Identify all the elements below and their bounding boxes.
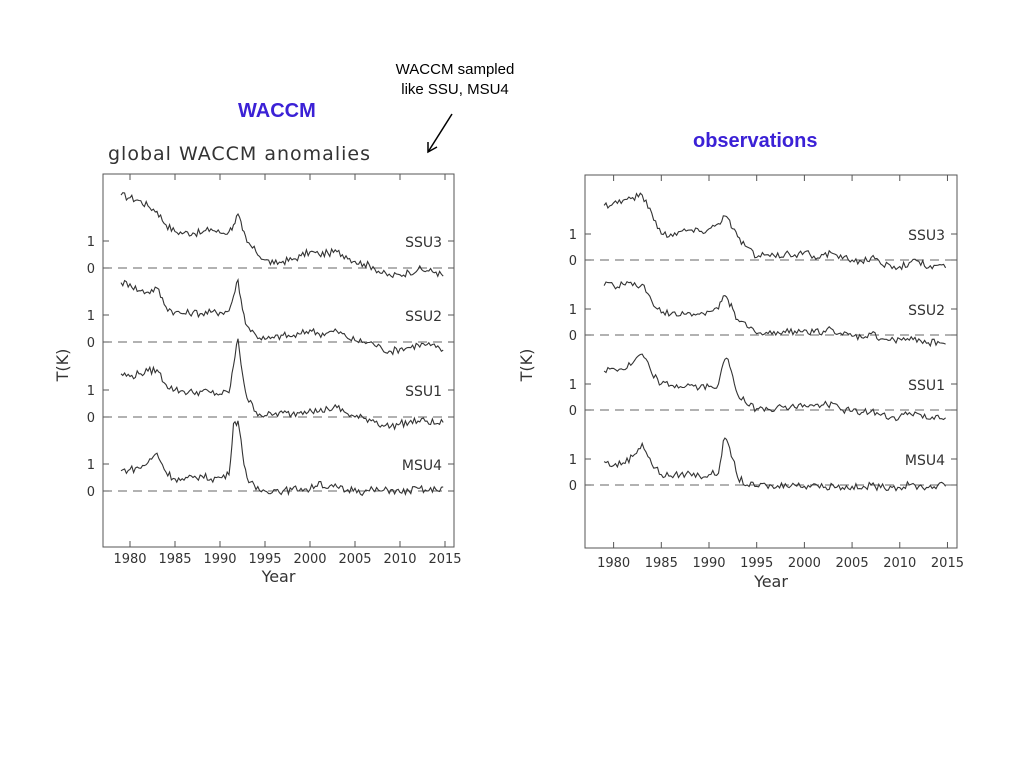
series-line-ssu3	[603, 192, 947, 271]
y-tick-label: 0	[87, 262, 95, 277]
x-tick-label: 2005	[338, 552, 371, 567]
y-tick-label: 1	[87, 384, 95, 399]
x-tick-label: 2015	[428, 552, 461, 567]
x-tick-label: 1980	[113, 552, 146, 567]
y-axis-label: T(K)	[53, 349, 72, 383]
series-line-msu4	[603, 437, 947, 492]
x-tick-label: 1985	[645, 556, 678, 571]
x-tick-label: 1995	[248, 552, 281, 567]
series-line-ssu3	[120, 192, 444, 279]
series-line-msu4	[120, 420, 444, 497]
y-tick-label: 0	[569, 329, 577, 344]
plot-frame	[584, 174, 958, 549]
series-label: MSU4	[905, 453, 945, 469]
y-tick-label: 0	[87, 485, 95, 500]
y-tick-label: 0	[569, 404, 577, 419]
y-tick-label: 1	[87, 235, 95, 250]
x-axis-label: Year	[753, 572, 788, 591]
observations-label: observations	[693, 130, 818, 152]
annotation-line1: WACCM sampled	[395, 61, 515, 78]
series-label: SSU2	[405, 309, 442, 325]
x-tick-label: 1990	[692, 556, 725, 571]
series-line-ssu1	[603, 353, 946, 422]
series-label: SSU1	[405, 384, 442, 400]
series-label: MSU4	[402, 458, 442, 474]
y-tick-label: 0	[87, 336, 95, 351]
series-label: SSU2	[908, 303, 945, 319]
x-tick-label: 2005	[836, 556, 869, 571]
waccm-label: WACCM	[238, 100, 316, 122]
chart-title: global WACCM anomalies	[108, 143, 371, 165]
plot-frame	[102, 173, 455, 548]
y-tick-label: 0	[569, 479, 577, 494]
chart-waccm: global WACCM anomalies 1980 1985 1990 1995 20…	[53, 143, 462, 586]
x-tick-label: 2015	[931, 556, 964, 571]
y-tick-label: 1	[569, 453, 577, 468]
series-line-ssu2	[603, 280, 946, 348]
series-label: SSU3	[908, 228, 945, 244]
x-tick-label: 2000	[788, 556, 821, 571]
series-line-ssu2	[120, 278, 444, 356]
y-tick-label: 1	[569, 228, 577, 243]
annotation-line2: like SSU, MSU4	[401, 81, 509, 98]
y-tick-label: 1	[569, 303, 577, 318]
x-axis-label: Year	[261, 567, 296, 586]
y-axis-label: T(K)	[517, 349, 536, 383]
series-line-ssu1	[120, 338, 444, 431]
x-tick-label: 1990	[203, 552, 236, 567]
y-tick-label: 0	[87, 411, 95, 426]
y-tick-label: 0	[569, 254, 577, 269]
series-label: SSU3	[405, 235, 442, 251]
chart-observations: 1980 1985 1990 1995 2000 2005 2010 2015 Year T(K)…	[517, 174, 964, 591]
series-label: SSU1	[908, 378, 945, 394]
x-tick-label: 2010	[383, 552, 416, 567]
x-tick-label: 1980	[597, 556, 630, 571]
x-tick-label: 2010	[883, 556, 916, 571]
annotation: WACCM sampled like SSU, MSU4	[370, 60, 540, 100]
y-tick-label: 1	[569, 378, 577, 393]
x-tick-label: 1995	[740, 556, 773, 571]
arrow-icon	[427, 113, 453, 154]
y-tick-label: 1	[87, 458, 95, 473]
x-tick-label: 2000	[293, 552, 326, 567]
y-tick-label: 1	[87, 309, 95, 324]
x-tick-label: 1985	[158, 552, 191, 567]
